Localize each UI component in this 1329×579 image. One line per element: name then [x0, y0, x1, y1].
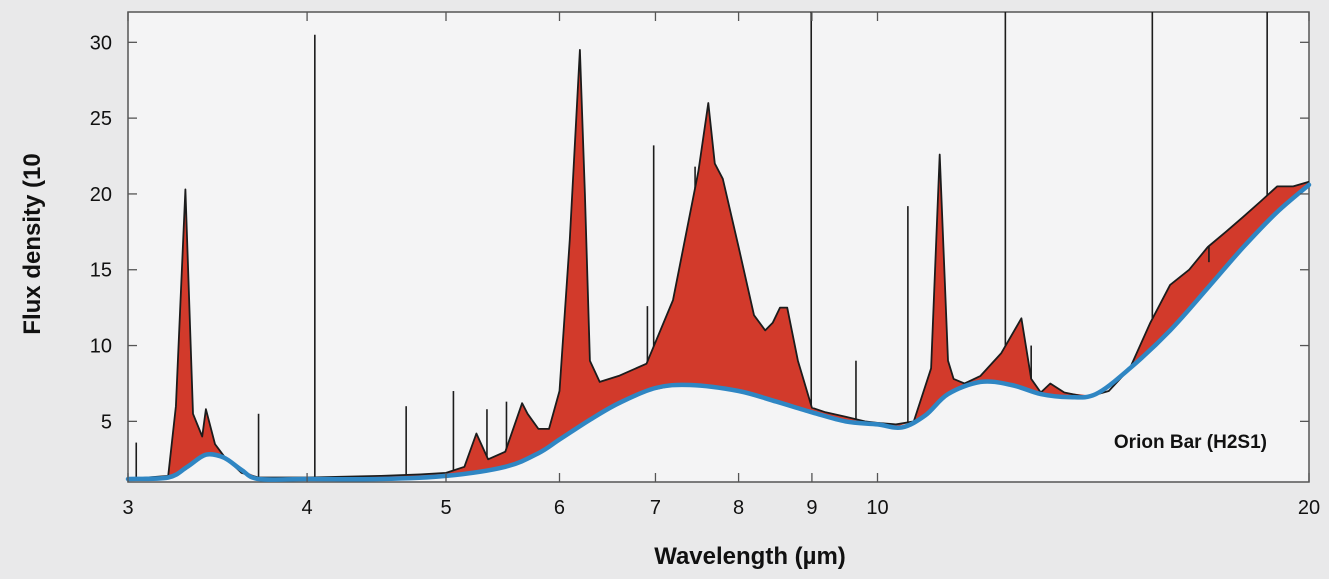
x-tick-label: 20 — [1298, 497, 1320, 519]
x-tick-label: 6 — [554, 497, 565, 519]
y-tick-label: 25 — [90, 108, 112, 130]
x-tick-label: 5 — [440, 497, 451, 519]
x-tick-label: 9 — [806, 497, 817, 519]
continuum-line — [125, 182, 1312, 482]
x-axis-label: Wavelength (µm) — [654, 543, 846, 570]
x-tick-label: 7 — [650, 497, 661, 519]
x-tick-label: 3 — [122, 497, 133, 519]
annotation-label: Orion Bar (H2S1) — [1114, 432, 1267, 453]
y-tick-label: 20 — [90, 184, 112, 206]
feature-fill-area — [128, 49, 1309, 480]
y-axis-label: Flux density (10 — [19, 153, 46, 334]
x-tick-label: 4 — [302, 497, 313, 519]
y-tick-label: 10 — [90, 336, 112, 358]
x-tick-label: 10 — [866, 497, 888, 519]
y-tick-label: 5 — [101, 411, 112, 433]
y-tick-label: 15 — [90, 260, 112, 282]
y-tick-label: 30 — [90, 32, 112, 54]
x-tick-label: 8 — [733, 497, 744, 519]
